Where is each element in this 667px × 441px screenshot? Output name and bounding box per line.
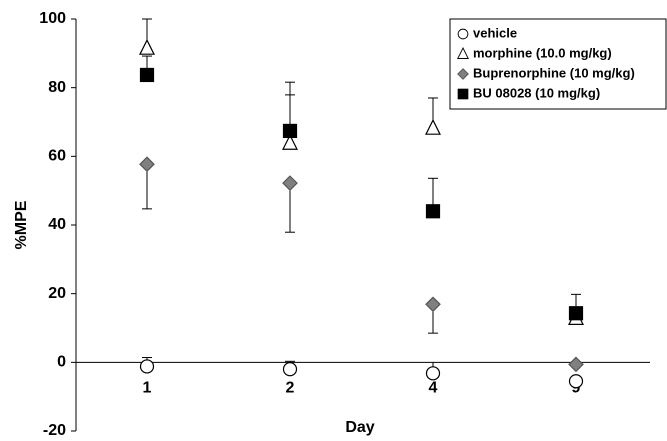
legend: vehicle morphine (10.0 mg/kg) Buprenorphin…	[449, 18, 667, 110]
y-tick-label: 40	[48, 216, 66, 233]
point	[425, 296, 441, 313]
point	[139, 67, 155, 83]
x-tick-label: 1	[143, 380, 152, 397]
point	[139, 38, 155, 55]
point	[425, 118, 441, 135]
error-bar	[285, 183, 295, 233]
y-tick-label: 80	[48, 79, 66, 96]
legend-box	[449, 18, 667, 110]
point	[282, 123, 298, 139]
legend-label: BU 08028 (10 mg/kg)	[473, 85, 600, 100]
legend-label: morphine (10.0 mg/kg)	[473, 45, 612, 60]
y-tick-label: 0	[57, 354, 66, 371]
legend-label: Buprenorphine (10 mg/kg)	[473, 65, 635, 80]
point	[282, 175, 298, 191]
point	[568, 306, 584, 321]
legend-marker	[457, 68, 469, 80]
y-tick-label: 60	[48, 148, 66, 165]
x-tick-label: 4	[429, 380, 438, 397]
point	[139, 359, 155, 374]
x-axis-label: Day	[345, 419, 374, 436]
point	[425, 366, 441, 381]
y-tick-label: -20	[43, 422, 66, 439]
legend-marker	[457, 88, 469, 100]
point	[568, 356, 584, 373]
legend-label: vehicle	[473, 25, 517, 40]
y-tick-label: 100	[39, 10, 66, 27]
legend-marker	[457, 28, 469, 40]
point	[568, 374, 584, 389]
point	[282, 362, 298, 377]
point	[139, 156, 155, 173]
y-tick-label: 20	[48, 285, 66, 302]
legend-marker	[457, 46, 469, 59]
point	[282, 133, 298, 150]
x-tick-label: 2	[286, 380, 295, 397]
y-axis-label: %MPE	[13, 200, 30, 249]
point	[425, 204, 441, 219]
